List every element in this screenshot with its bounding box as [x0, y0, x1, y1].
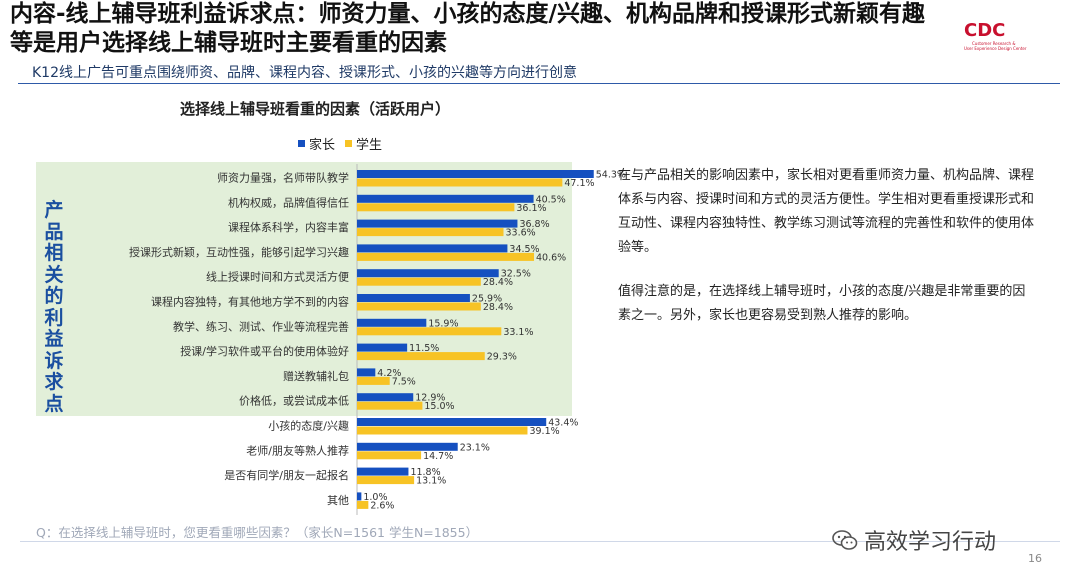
bar-student — [357, 352, 485, 361]
value-label-student: 36.1% — [516, 203, 546, 214]
bar-parent — [357, 343, 408, 352]
logo-sub-2: User Experience Design Center — [964, 46, 1027, 51]
value-label-student: 15.0% — [424, 401, 454, 412]
bar-parent — [357, 194, 534, 203]
value-label-student: 7.5% — [392, 376, 416, 387]
value-label-parent: 15.9% — [428, 318, 458, 329]
bar-student — [357, 376, 390, 385]
category-label: 师资力量强，名师带队教学 — [217, 171, 349, 185]
bar-parent — [357, 393, 414, 402]
bar-parent — [357, 170, 594, 178]
page-subtitle: K12线上广告可重点围绕师资、品牌、课程内容、授课形式、小孩的兴趣等方向进行创意 — [32, 65, 577, 81]
bar-parent — [357, 467, 409, 476]
value-label-parent: 25.9% — [472, 294, 502, 305]
value-label-student: 40.6% — [536, 252, 566, 263]
bar-parent — [357, 294, 470, 302]
category-label: 授课形式新颖，互动性强，能够引起学习兴趣 — [129, 245, 349, 259]
value-label-student: 28.4% — [483, 302, 513, 313]
bar-parent — [357, 442, 458, 451]
value-label-student: 28.4% — [483, 277, 513, 288]
value-label-parent: 23.1% — [460, 442, 490, 453]
chart-legend: 家长 学生 — [298, 134, 382, 153]
page-title: 内容-线上辅导班利益诉求点：师资力量、小孩的态度/兴趣、机构品牌和授课形式新颖有… — [10, 1, 925, 56]
value-label-student: 33.1% — [503, 327, 533, 338]
bar-student — [357, 252, 535, 261]
value-label-student: 47.1% — [564, 178, 594, 189]
legend-item-student: 学生 — [345, 134, 382, 153]
bar-student — [357, 178, 563, 187]
value-label-parent: 4.2% — [377, 368, 401, 379]
category-label: 赠送教辅礼包 — [283, 369, 349, 383]
value-label-student: 14.7% — [423, 451, 453, 462]
bar-student — [357, 426, 528, 435]
category-label: 老师/朋友等熟人推荐 — [246, 443, 349, 457]
bar-parent — [357, 368, 376, 377]
value-label-student: 39.1% — [529, 426, 559, 437]
bar-student — [357, 277, 481, 286]
bar-student — [357, 401, 423, 410]
bar-student — [357, 302, 481, 311]
bar-student — [357, 228, 504, 237]
legend-swatch-parent — [298, 140, 305, 147]
header-divider — [18, 83, 1060, 84]
category-label: 课程内容独特，有其他地方学不到的内容 — [151, 295, 349, 309]
legend-swatch-student — [345, 140, 353, 147]
bar-parent — [357, 219, 518, 228]
value-label-parent: 40.5% — [536, 194, 566, 205]
logo-sub-1: Customer Research & — [972, 41, 1015, 46]
analysis-paragraph-2: 值得注意的是，在选择线上辅导班时，小孩的态度/兴趣是非常重要的因素之一。另外，家… — [618, 284, 1026, 323]
value-label-parent: 1.0% — [363, 492, 387, 503]
value-label-parent: 34.5% — [509, 244, 539, 255]
value-label-student: 29.3% — [487, 352, 517, 363]
group-label-product: 产品相关的利益诉求点 — [44, 199, 64, 415]
watermark-text: 高效学习行动 — [864, 530, 997, 555]
page-number: 16 — [1028, 552, 1042, 565]
category-label: 其他 — [327, 494, 349, 507]
value-label-parent: 11.8% — [410, 467, 440, 478]
wechat-icon — [832, 530, 858, 550]
value-label-student: 33.6% — [505, 228, 535, 239]
bar-student — [357, 451, 422, 460]
legend-item-parent: 家长 — [298, 134, 335, 153]
category-label: 价格低，或尝试成本低 — [239, 394, 349, 408]
bar-student — [357, 327, 502, 336]
value-label-parent: 54.3% — [596, 170, 626, 181]
survey-footnote: Q：在选择线上辅导班时，您更看重哪些因素？（家长N=1561 学生N=1855） — [36, 525, 479, 540]
category-label: 小孩的态度/兴趣 — [268, 419, 349, 433]
value-label-parent: 12.9% — [415, 393, 445, 404]
legend-label-student: 学生 — [356, 138, 383, 153]
bar-parent — [357, 418, 547, 426]
category-label: 授课/学习软件或平台的使用体验好 — [180, 344, 349, 358]
category-label: 机构权威，品牌值得信任 — [228, 195, 349, 209]
value-label-parent: 32.5% — [501, 269, 531, 280]
watermark: 高效学习行动 — [832, 524, 996, 556]
bar-student — [357, 500, 369, 509]
logo-text: CDC — [964, 20, 1005, 41]
chart-title: 选择线上辅导班看重的因素（活跃用户） — [180, 100, 451, 118]
value-label-student: 2.6% — [370, 500, 394, 511]
value-label-student: 13.1% — [416, 476, 446, 487]
legend-label-parent: 家长 — [309, 138, 336, 153]
bar-parent — [357, 318, 427, 327]
category-label: 线上授课时间和方式灵活方便 — [206, 270, 349, 284]
footer-divider — [20, 541, 1060, 542]
value-label-parent: 36.8% — [519, 219, 549, 230]
analysis-text: 在与产品相关的影响因素中，家长相对更看重师资力量、机构品牌、课程体系与内容、授课… — [618, 164, 1038, 348]
category-label: 课程体系科学，内容丰富 — [228, 220, 349, 234]
category-label: 教学、练习、测试、作业等流程完善 — [173, 319, 349, 333]
bar-parent — [357, 492, 362, 501]
cdc-logo: CDC Customer Research & User Experience … — [964, 20, 1027, 51]
bar-student — [357, 476, 415, 485]
bar-parent — [357, 244, 508, 253]
value-label-parent: 11.5% — [409, 343, 439, 354]
bar-student — [357, 203, 515, 212]
bar-parent — [357, 269, 499, 278]
value-label-parent: 43.4% — [548, 418, 578, 429]
category-label: 是否有同学/朋友一起报名 — [224, 468, 349, 482]
analysis-paragraph-1: 在与产品相关的影响因素中，家长相对更看重师资力量、机构品牌、课程体系与内容、授课… — [618, 168, 1035, 255]
